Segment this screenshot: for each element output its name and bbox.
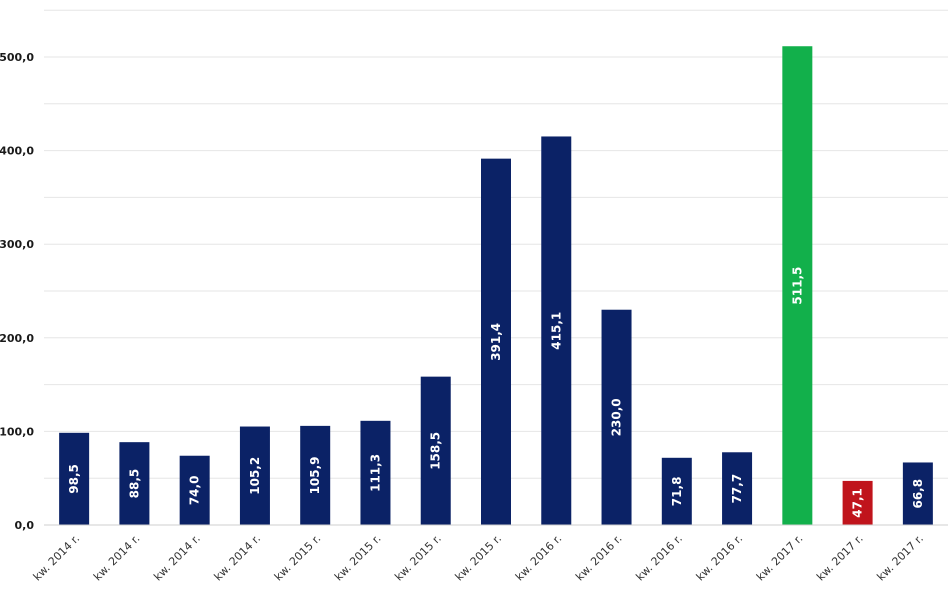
x-axis: kw. 2014 r. kw. 2014 r. kw. 2014 r. kw. 201…: [31, 524, 948, 584]
bar: [179, 455, 210, 525]
y-tick-label: 500,0: [0, 51, 34, 64]
bar: [420, 376, 451, 525]
y-tick-label: 300,0: [0, 238, 34, 251]
bar: [481, 158, 511, 525]
bar: [722, 452, 753, 525]
y-tick-label: 200,0: [0, 332, 34, 345]
bar-value-label: 415,1: [549, 312, 563, 350]
bar: [541, 136, 572, 525]
y-tick-label: 0,0: [15, 519, 35, 532]
bar-value-label: 98,5: [67, 464, 81, 494]
x-tick-label: kw. 2016 r.: [573, 532, 625, 584]
bar: [661, 457, 692, 525]
x-tick-label: kw. 2015 r.: [453, 532, 505, 584]
bars: [59, 46, 933, 526]
bar: [119, 442, 150, 525]
x-tick-label: kw. 2014 r.: [151, 532, 203, 584]
x-tick-label: kw. 2015 r.: [332, 532, 384, 584]
bar-value-label: 88,5: [127, 469, 141, 499]
bar: [842, 480, 873, 525]
bar-value-label: 71,8: [670, 477, 684, 507]
bar: [59, 432, 90, 525]
x-tick-label: kw. 2014 r.: [91, 532, 143, 584]
value-labels: 98,5 88,5 74,0 105,2 105,9 111,3 158,5 391,4 415…: [67, 267, 925, 518]
bar-value-label: 391,4: [489, 323, 503, 361]
bar: [601, 309, 632, 525]
bar-value-label: 230,0: [610, 398, 624, 436]
bar-value-label: 47,1: [851, 488, 865, 518]
bar-value-label: 105,2: [248, 457, 262, 495]
x-tick-label: kw. 2015 r.: [392, 532, 444, 584]
bar-value-label: 111,3: [368, 454, 382, 492]
bar-value-label: 77,7: [730, 474, 744, 504]
x-tick-label: kw. 2014 r.: [212, 532, 264, 584]
bar: [782, 46, 813, 526]
x-tick-label: kw. 2017 r.: [754, 532, 806, 584]
y-axis: 0,0 100,0 200,0 300,0 400,0 500,0: [0, 51, 34, 532]
y-tick-label: 100,0: [0, 425, 34, 438]
x-tick-label: kw. 2016 r.: [513, 532, 565, 584]
x-tick-label: kw. 2016 r.: [694, 532, 746, 584]
bar: [360, 420, 391, 525]
bar: [239, 426, 270, 525]
x-tick-label: kw. 2017 r.: [814, 532, 866, 584]
y-tick-label: 400,0: [0, 145, 34, 158]
x-tick-label: kw. 2014 r.: [31, 532, 83, 584]
bar-value-label: 158,5: [429, 432, 443, 470]
x-tick-label: kw. 2015 r.: [272, 532, 324, 584]
bar-value-label: 66,8: [911, 479, 925, 509]
bar: [902, 462, 933, 525]
x-tick-label: kw. 2016 r.: [633, 532, 685, 584]
bar: [300, 425, 331, 525]
bar-value-label: 511,5: [790, 267, 804, 305]
x-tick-label: kw. 2017 r.: [874, 532, 926, 584]
bar-value-label: 105,9: [308, 456, 322, 494]
bar-value-label: 74,0: [188, 476, 202, 506]
